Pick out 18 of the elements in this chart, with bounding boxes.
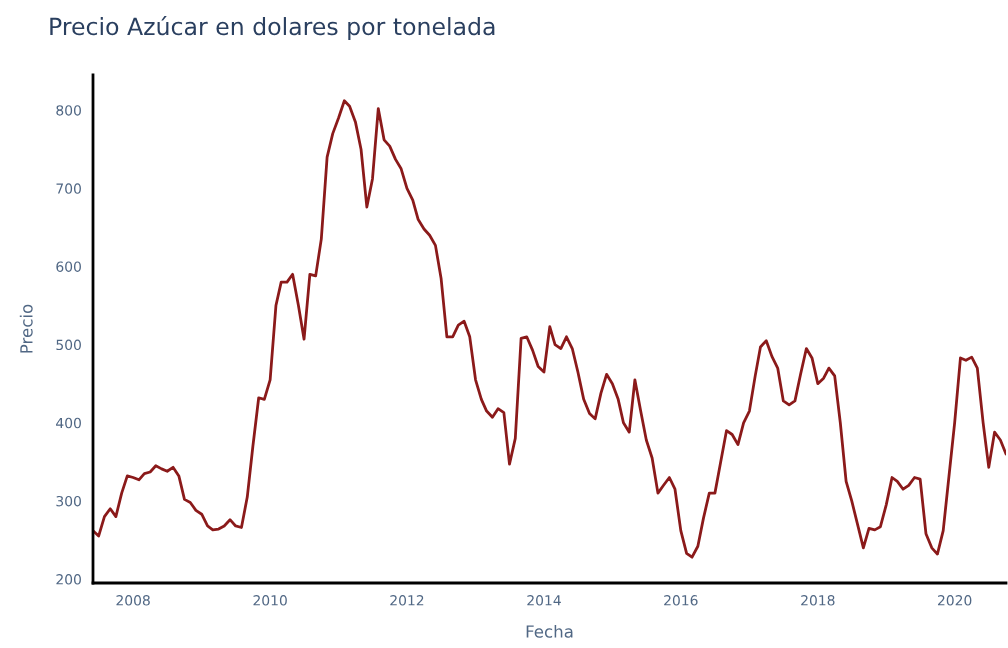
x-tick-label: 2014 — [527, 595, 561, 606]
x-tick-label: 2010 — [253, 595, 287, 606]
y-tick-label: 300 — [56, 495, 81, 507]
x-tick-label: 2020 — [937, 595, 972, 606]
y-tick-label: 800 — [56, 105, 81, 116]
x-axis-title: Fecha — [526, 624, 573, 638]
y-tick-label: 400 — [56, 417, 81, 429]
y-tick-label: 600 — [56, 261, 81, 272]
x-tick-label: 2012 — [390, 595, 424, 606]
x-tick-label: 2016 — [664, 595, 698, 606]
chart-title: Precio Azúcar en dolares por tonelada — [50, 16, 495, 40]
line-series — [93, 99, 1006, 559]
x-tick-label: 2008 — [116, 595, 150, 606]
x-tick-label: 2018 — [801, 595, 835, 606]
y-tick-label: 500 — [56, 339, 81, 351]
y-tick-label: 200 — [56, 574, 81, 585]
y-tick-label: 700 — [56, 183, 81, 194]
y-axis-title: Precio — [19, 304, 33, 353]
